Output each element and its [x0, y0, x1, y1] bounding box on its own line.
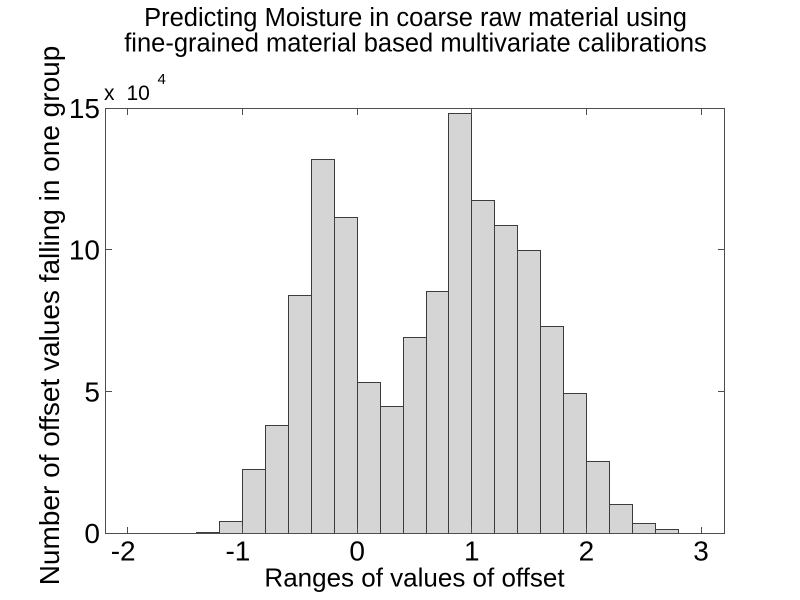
svg-text:1: 1 [464, 536, 480, 567]
svg-text:2: 2 [579, 536, 595, 567]
svg-text:Number of offset values fallin: Number of offset values falling in one g… [34, 46, 65, 586]
svg-text:x: x [104, 82, 115, 105]
svg-text:-1: -1 [225, 536, 250, 567]
svg-text:Ranges of values of offset: Ranges of values of offset [264, 563, 565, 593]
svg-text:fine-grained material based mu: fine-grained material based multivariate… [124, 29, 707, 57]
svg-text:5: 5 [84, 376, 100, 407]
svg-text:10: 10 [127, 82, 150, 105]
svg-text:15: 15 [69, 93, 100, 124]
svg-text:3: 3 [693, 536, 709, 567]
svg-text:10: 10 [69, 235, 100, 266]
svg-text:-2: -2 [111, 536, 136, 567]
svg-text:4: 4 [158, 71, 166, 88]
svg-text:Predicting Moisture in coarse: Predicting Moisture in coarse raw materi… [144, 4, 687, 32]
svg-text:0: 0 [84, 518, 100, 549]
svg-text:0: 0 [349, 536, 365, 567]
